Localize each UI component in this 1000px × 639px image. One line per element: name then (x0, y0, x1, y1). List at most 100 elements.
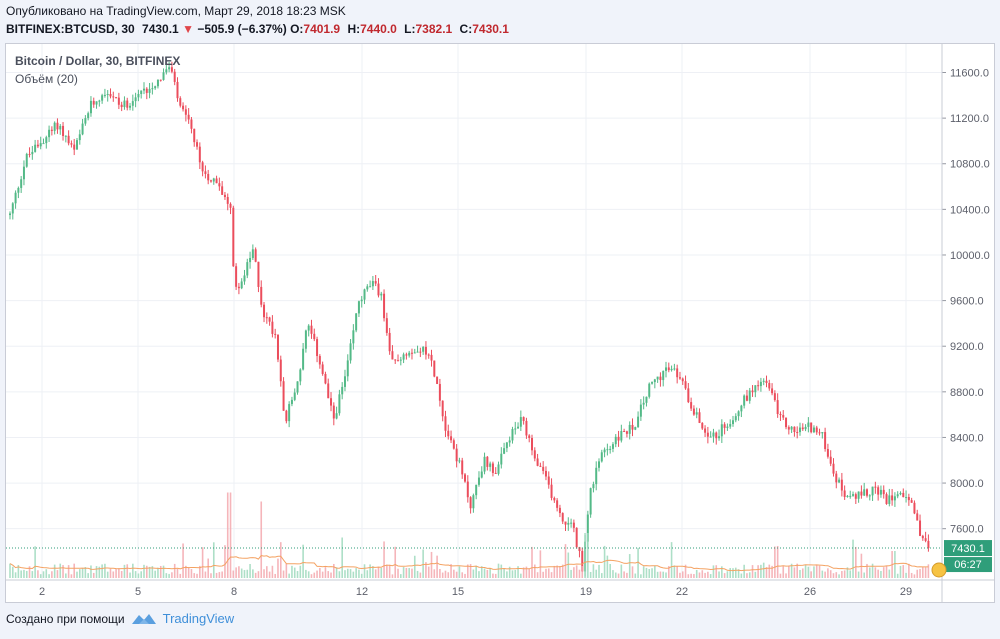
candle-body (514, 428, 517, 430)
candle-body (316, 339, 319, 357)
candle-body (179, 98, 182, 106)
volume-bar (307, 571, 310, 578)
candle-body (419, 351, 422, 353)
volume-bar (224, 545, 226, 578)
volume-bar (709, 574, 712, 578)
x-tick-label: 8 (231, 586, 237, 598)
volume-bar (436, 555, 438, 578)
candle-body (263, 304, 266, 318)
candle-body (550, 484, 553, 498)
candle-body (525, 420, 528, 436)
volume-bar (344, 570, 346, 578)
candle-body (120, 104, 123, 108)
volume-bar (212, 542, 215, 578)
volume-bar (419, 572, 422, 578)
volume-bar (101, 564, 103, 578)
volume-bar (39, 574, 42, 578)
volume-bar (486, 569, 489, 578)
events-flag-icon[interactable] (931, 562, 947, 578)
volume-bar (813, 566, 815, 578)
volume-bar (31, 571, 34, 578)
candle-body (92, 100, 95, 105)
volume-bar (757, 565, 759, 578)
candle-body (59, 125, 62, 130)
volume-bar (151, 566, 154, 578)
candle-body (466, 481, 469, 498)
volume-bar (746, 573, 748, 578)
candle-body (508, 440, 511, 443)
candle-body (542, 466, 545, 471)
candle-body (715, 432, 718, 439)
candle-body (477, 477, 480, 485)
candle-body (623, 431, 626, 433)
candle-body (815, 427, 818, 433)
volume-bar (335, 567, 338, 578)
candle-body (73, 144, 76, 150)
volume-bar (846, 567, 849, 578)
candle-body (759, 381, 762, 387)
last-price-badge (944, 540, 992, 557)
candle-body (394, 359, 397, 361)
volume-bar (821, 570, 824, 578)
candle-body (670, 368, 673, 371)
candle-body (377, 283, 380, 296)
candle-body (427, 354, 430, 356)
volume-bar (243, 570, 246, 578)
volume-bar (179, 573, 182, 578)
chart-frame[interactable]: 7600.0 8000.0 8400.0 8800.0 9200.0 9600.0 1000… (5, 43, 995, 603)
candle-body (838, 479, 841, 483)
volume-bar (570, 569, 572, 578)
volume-bar (882, 567, 885, 578)
candle-body (773, 393, 776, 401)
volume-bar (503, 568, 505, 578)
volume-bar (447, 572, 450, 578)
candle-body (642, 402, 645, 405)
candle-body (410, 352, 413, 354)
volume-bar (45, 569, 48, 578)
volume-bar (341, 537, 343, 578)
candle-body (620, 431, 623, 441)
tradingview-brand[interactable]: TradingView (162, 611, 235, 626)
volume-bar (252, 569, 254, 578)
volume-bar (394, 546, 397, 578)
volume-bar (810, 571, 812, 578)
candle-body (572, 522, 575, 528)
candle-body (184, 109, 187, 115)
candle-body (586, 514, 589, 542)
candle-body (849, 495, 852, 497)
candle-body (341, 386, 344, 395)
volume-bar (51, 571, 53, 578)
volume-bar (729, 568, 732, 578)
footer: Создано при помощи TradingView (6, 611, 234, 626)
candle-body (438, 383, 441, 401)
volume-bar (888, 569, 891, 578)
volume-bar (422, 549, 424, 578)
volume-bar (65, 573, 67, 578)
volume-bar (279, 542, 282, 578)
volume-bar (654, 565, 656, 578)
volume-bar (754, 571, 757, 578)
candle-body (357, 301, 360, 314)
volume-bar (109, 568, 112, 578)
candle-body (346, 360, 349, 377)
volume-bar (330, 572, 332, 578)
candle-body (785, 417, 788, 428)
low-label: L: (404, 22, 416, 36)
volume-bar (37, 570, 39, 578)
candle-body (265, 317, 268, 319)
candle-body (835, 473, 838, 483)
candle-body (45, 137, 48, 144)
price-chart[interactable]: 7600.0 8000.0 8400.0 8800.0 9200.0 9600.0 1000… (6, 44, 994, 602)
candle-body (223, 194, 226, 198)
candle-body (497, 464, 500, 474)
candle-body (790, 426, 793, 430)
volume-bar (877, 569, 879, 578)
candle-body (246, 262, 249, 276)
candle-body (422, 346, 425, 352)
candle-body (363, 289, 366, 300)
candle-body (87, 113, 90, 119)
volume-bar (902, 565, 905, 578)
candle-body (145, 88, 148, 93)
volume-bar (832, 573, 835, 578)
symbol-label[interactable]: BITFINEX:BTCUSD, 30 (6, 22, 135, 36)
